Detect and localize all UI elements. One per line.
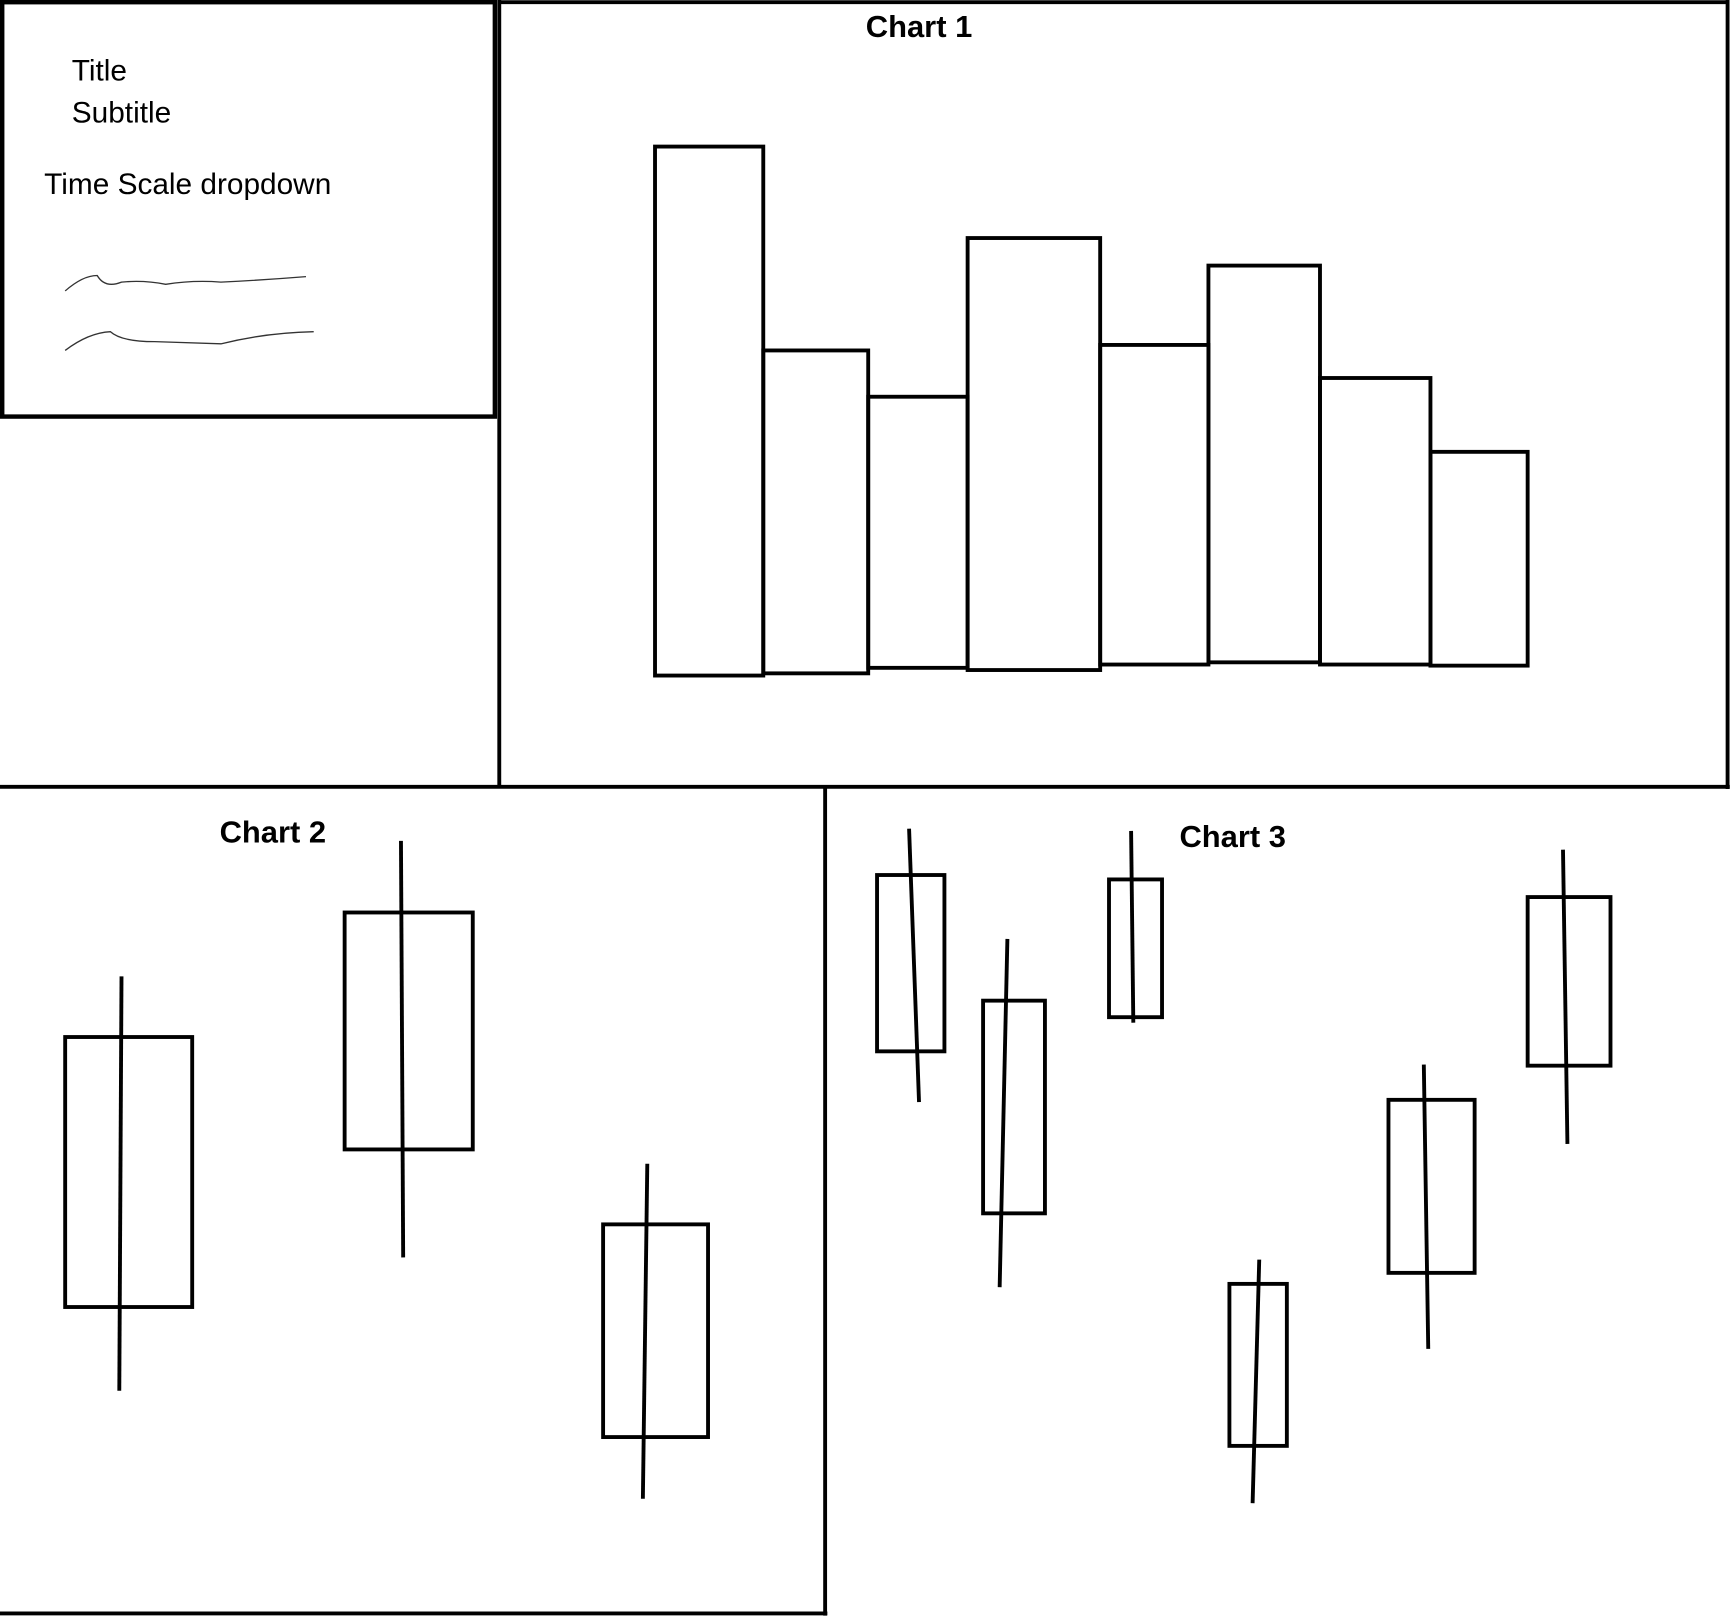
bar (1098, 343, 1211, 667)
bar (866, 394, 970, 670)
candlestick-chart[interactable] (875, 828, 1613, 1504)
candle-body (342, 910, 475, 1152)
candle-wick (1129, 830, 1136, 1023)
candle-body (1525, 895, 1613, 1068)
sidebar-panel (0, 0, 498, 419)
bar (1206, 263, 1322, 665)
bar (761, 348, 871, 676)
candle-body (981, 998, 1047, 1216)
bar (965, 236, 1103, 672)
bar (1318, 376, 1433, 667)
sketch-line (64, 331, 314, 351)
candlestick-chart[interactable] (63, 840, 710, 1499)
chart-title: Chart 1 (866, 9, 972, 44)
candle-body (63, 1035, 195, 1309)
sidebar-title: Title (72, 55, 127, 88)
candle-wick (1421, 1064, 1431, 1349)
sidebar-subtitle: Subtitle (72, 96, 171, 129)
bar-chart[interactable] (653, 144, 1530, 678)
candle-body (601, 1222, 710, 1439)
candle-wick (997, 938, 1010, 1288)
candle-wick (640, 1163, 650, 1499)
bar (653, 144, 766, 678)
sketch-line (64, 274, 307, 292)
candle-wick (1561, 849, 1570, 1144)
candle-body (1107, 877, 1164, 1020)
candle-wick (1250, 1259, 1262, 1504)
candle-wick (399, 840, 406, 1258)
candle-body (1386, 1097, 1477, 1275)
chart-title: Chart 2 (220, 814, 326, 849)
bar (1428, 449, 1530, 668)
candle-wick (907, 828, 921, 1103)
time-scale-dropdown[interactable]: Time Scale dropdown (44, 168, 331, 201)
candle-wick (117, 976, 124, 1391)
chart-title: Chart 3 (1179, 819, 1285, 854)
